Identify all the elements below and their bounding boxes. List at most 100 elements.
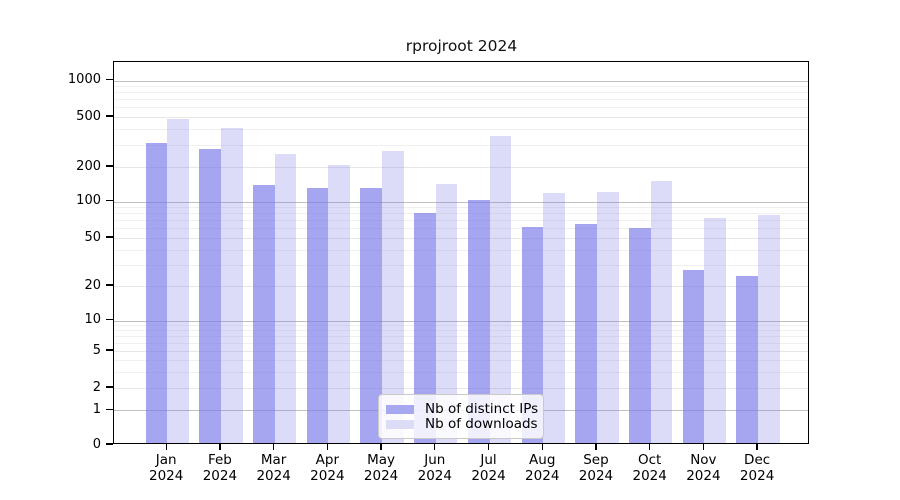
y-tick-1	[106, 408, 113, 410]
x-tick-dec-2024	[756, 444, 758, 450]
gridline-5	[114, 351, 808, 352]
y-tick-100	[106, 199, 113, 202]
y-tick-label-10: 10	[84, 312, 101, 327]
x-tick-label-line: Dec	[744, 452, 771, 468]
y-tick-20	[106, 284, 113, 286]
x-tick-label-apr-2024: Apr 2024	[295, 452, 359, 484]
gridline-minor-60	[114, 228, 808, 230]
x-tick-label-line: 2024	[310, 467, 345, 484]
x-tick-label-line: 2024	[417, 467, 452, 484]
bar-ips-nov-2024	[682, 270, 705, 443]
x-tick-label-may-2024: May 2024	[349, 452, 413, 484]
x-tick-label-feb-2024: Feb 2024	[188, 452, 252, 484]
gridline-minor-80	[114, 213, 808, 215]
y-tick-50	[106, 236, 113, 238]
legend-swatch-distinct-ips	[386, 404, 414, 415]
bar-ips-oct-2024	[628, 228, 651, 443]
bar-downloads-jul-2024	[489, 135, 512, 443]
gridline-minor-800	[114, 92, 808, 94]
x-tick-label-line: 2024	[202, 467, 238, 484]
gridline-200	[114, 167, 808, 168]
bar-ips-jul-2024	[467, 199, 490, 443]
bar-downloads-mar-2024	[274, 154, 297, 443]
bar-downloads-dec-2024	[758, 214, 780, 443]
x-tick-label-line: 2024	[525, 467, 560, 484]
x-tick-label-line: 2024	[686, 467, 721, 484]
bar-ips-sep-2024	[575, 224, 597, 443]
bar-downloads-jan-2024	[167, 119, 189, 443]
x-tick-label-mar-2024: Mar 2024	[242, 452, 306, 484]
y-tick-label-20: 20	[84, 277, 101, 293]
x-tick-jun-2024	[434, 444, 436, 450]
x-tick-label-line: Jan	[155, 452, 177, 468]
x-tick-label-line: Sep	[583, 452, 609, 468]
x-tick-label-line: Nov	[690, 452, 717, 468]
bar-ips-aug-2024	[521, 226, 544, 443]
bar-downloads-oct-2024	[650, 181, 673, 443]
y-tick-500	[106, 115, 113, 117]
bar-ips-may-2024	[360, 187, 383, 443]
x-tick-label-line: Jun	[424, 452, 446, 468]
x-tick-label-line: Apr	[315, 452, 340, 468]
y-tick-label-1: 1	[92, 401, 101, 417]
x-tick-label-line: May	[367, 452, 396, 468]
bar-downloads-apr-2024	[328, 165, 351, 443]
x-tick-label-line: Jul	[480, 452, 497, 468]
x-tick-label-oct-2024: Oct 2024	[618, 452, 682, 484]
bar-downloads-aug-2024	[543, 192, 565, 443]
bar-downloads-may-2024	[382, 150, 404, 443]
x-tick-label-line: 2024	[256, 467, 291, 484]
y-tick-label-200: 200	[76, 158, 101, 174]
gridline-minor-4	[114, 360, 808, 361]
x-tick-label-nov-2024: Nov 2024	[671, 452, 735, 484]
x-tick-label-line: 2024	[739, 467, 775, 484]
x-tick-label-line: 2024	[149, 467, 184, 484]
x-tick-label-sep-2024: Sep 2024	[564, 452, 628, 484]
gridline-minor-300	[114, 144, 808, 146]
gridline-minor-900	[114, 86, 808, 88]
bar-ips-jan-2024	[145, 143, 168, 443]
chart-title: rprojroot 2024	[405, 37, 518, 55]
legend-label-distinct-ips: Nb of distinct IPs	[425, 401, 539, 417]
x-tick-feb-2024	[219, 444, 221, 450]
x-tick-label-jun-2024: Jun 2024	[403, 452, 467, 484]
gridline-decade-1000	[114, 80, 808, 82]
x-tick-label-line: Aug	[529, 452, 556, 468]
legend-swatch-downloads	[386, 419, 414, 430]
x-tick-label-line: 2024	[632, 467, 667, 484]
x-tick-label-dec-2024: Dec 2024	[725, 452, 789, 484]
x-tick-label-line: 2024	[363, 467, 399, 484]
y-tick-label-0: 0	[92, 436, 101, 452]
bar-downloads-feb-2024	[220, 128, 243, 443]
y-tick-10	[106, 318, 113, 321]
x-tick-jul-2024	[487, 444, 490, 450]
x-tick-may-2024	[380, 444, 382, 450]
x-tick-jan-2024	[165, 444, 167, 450]
gridline-minor-9	[114, 325, 808, 327]
gridline-minor-7	[114, 336, 808, 338]
x-tick-label-aug-2024: Aug 2024	[510, 452, 574, 484]
y-tick-label-5: 5	[92, 342, 101, 358]
bar-ips-jun-2024	[414, 213, 436, 443]
x-tick-label-jul-2024: Jul 2024	[457, 452, 521, 484]
gridline-2	[114, 388, 808, 389]
gridline-50	[114, 238, 808, 239]
gridline-decade-100	[114, 201, 808, 203]
y-tick-label-50: 50	[84, 229, 101, 245]
y-tick-5	[106, 349, 113, 351]
y-tick-0	[106, 443, 113, 445]
legend: Nb of distinct IPs Nb of downloads	[378, 394, 544, 439]
gridline-minor-70	[114, 220, 808, 222]
y-tick-2	[106, 386, 113, 388]
bar-ips-dec-2024	[736, 276, 759, 443]
x-tick-oct-2024	[649, 444, 651, 450]
plot-area: Nb of distinct IPs Nb of downloads	[113, 61, 809, 444]
x-tick-label-jan-2024: Jan 2024	[134, 452, 198, 484]
gridline-decade-10	[114, 320, 808, 322]
bar-downloads-jun-2024	[435, 184, 458, 443]
gridline-500	[114, 117, 808, 118]
y-tick-200	[106, 165, 113, 167]
y-tick-label-100: 100	[76, 193, 101, 208]
x-tick-aug-2024	[541, 444, 543, 450]
